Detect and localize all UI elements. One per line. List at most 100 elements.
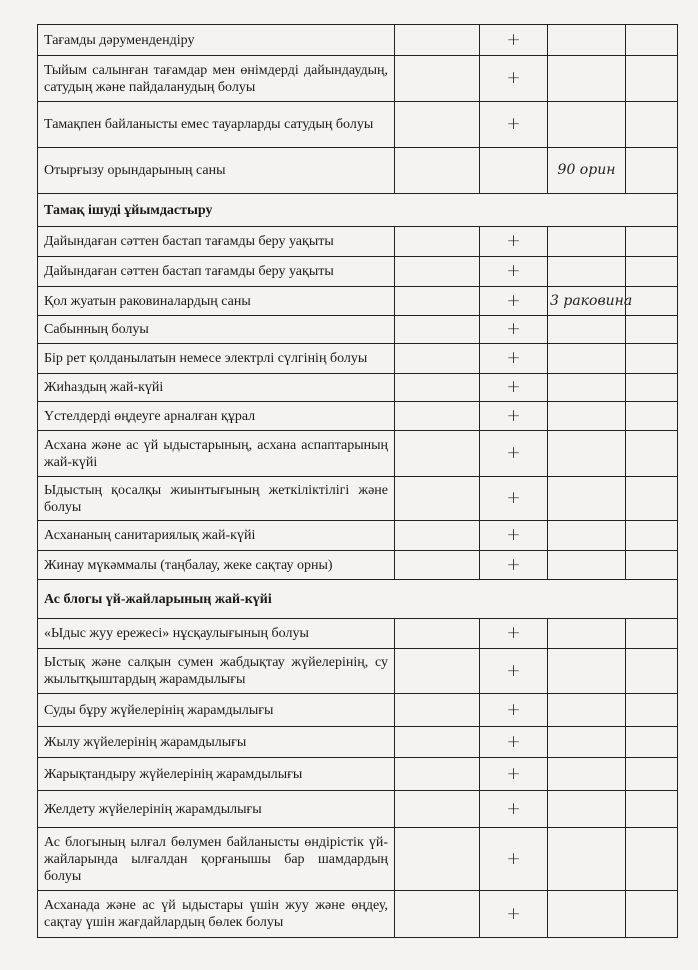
- criterion-text: Асхана және ас үй ыдыстарының, асхана ас…: [37, 430, 395, 477]
- blank-cell: [625, 256, 678, 287]
- table-row: Дайындаған сәттен бастап тағамды беру уа…: [37, 256, 678, 287]
- blank-cell: [625, 693, 678, 727]
- criterion-text: Суды бұру жүйелерінің жарамдылығы: [37, 693, 395, 727]
- criterion-text: Асханада және ас үй ыдыстары үшін жуу жә…: [37, 890, 395, 938]
- table-row: Асханада және ас үй ыдыстары үшін жуу жә…: [37, 890, 678, 938]
- blank-cell: [394, 55, 480, 102]
- blank-cell: [394, 101, 480, 148]
- criterion-text: Отырғызу орындарының саны: [37, 147, 395, 194]
- table-row: Үстелдерді өңдеуге арналған құрал +: [37, 401, 678, 431]
- check-mark: +: [479, 726, 548, 758]
- criterion-text: Сабынның болуы: [37, 315, 395, 344]
- criterion-text: «Ыдыс жуу ережесі» нұсқаулығының болуы: [37, 618, 395, 649]
- table-row: Дайындаған сәттен бастап тағамды беру уа…: [37, 226, 678, 257]
- check-mark: +: [479, 101, 548, 148]
- blank-cell: [394, 790, 480, 828]
- criterion-text: Жарықтандыру жүйелерінің жарамдылығы: [37, 757, 395, 791]
- blank-cell: [394, 315, 480, 344]
- blank-cell: [625, 55, 678, 102]
- handwritten-note: [547, 726, 626, 758]
- blank-cell: [625, 827, 678, 891]
- blank-cell: [394, 256, 480, 287]
- handwritten-note: [547, 693, 626, 727]
- inspection-checklist-table: Тағамды дәрумендендіру + Тыйым салынған та…: [37, 24, 678, 938]
- check-mark: +: [479, 256, 548, 287]
- handwritten-note: [547, 343, 626, 374]
- table-row: Суды бұру жүйелерінің жарамдылығы +: [37, 693, 678, 727]
- blank-cell: [625, 757, 678, 791]
- blank-cell: [625, 147, 678, 194]
- table-row: Желдету жүйелерінің жарамдылығы +: [37, 790, 678, 828]
- criterion-text: Үстелдерді өңдеуге арналған құрал: [37, 401, 395, 431]
- table-row: «Ыдыс жуу ережесі» нұсқаулығының болуы +: [37, 618, 678, 649]
- table-row: Ас блогының ылғал бөлумен байланысты өнд…: [37, 827, 678, 891]
- table-row: Жылу жүйелерінің жарамдылығы +: [37, 726, 678, 758]
- blank-cell: [394, 373, 480, 402]
- check-mark: +: [479, 401, 548, 431]
- check-mark: +: [479, 226, 548, 257]
- check-mark: +: [479, 618, 548, 649]
- criterion-text: Тағамды дәрумендендіру: [37, 24, 395, 56]
- handwritten-note: [547, 256, 626, 287]
- blank-cell: [394, 147, 480, 194]
- blank-cell: [394, 401, 480, 431]
- blank-cell: [394, 520, 480, 551]
- blank-cell: [394, 693, 480, 727]
- section-title: Тамақ ішуді ұйымдастыру: [37, 193, 678, 227]
- check-mark: +: [479, 315, 548, 344]
- handwritten-note: [547, 401, 626, 431]
- criterion-text: Желдету жүйелерінің жарамдылығы: [37, 790, 395, 828]
- blank-cell: [625, 890, 678, 938]
- handwritten-note: [547, 618, 626, 649]
- blank-cell: [625, 101, 678, 148]
- table-row: Тағамды дәрумендендіру +: [37, 24, 678, 56]
- criterion-text: Жылу жүйелерінің жарамдылығы: [37, 726, 395, 758]
- check-mark: [479, 147, 548, 194]
- blank-cell: [394, 890, 480, 938]
- handwritten-note: [547, 55, 626, 102]
- table-row: Ыдыстың қосалқы жиынтығының жеткіліктілі…: [37, 476, 678, 521]
- blank-cell: [625, 618, 678, 649]
- section-header-row: Тамақ ішуді ұйымдастыру: [37, 193, 678, 227]
- check-mark: +: [479, 520, 548, 551]
- blank-cell: [625, 648, 678, 694]
- check-mark: +: [479, 890, 548, 938]
- handwritten-note: [547, 757, 626, 791]
- blank-cell: [394, 226, 480, 257]
- check-mark: +: [479, 827, 548, 891]
- blank-cell: [394, 430, 480, 477]
- table-row: Асхананың санитариялық жай-күйі +: [37, 520, 678, 551]
- check-mark: +: [479, 648, 548, 694]
- blank-cell: [625, 726, 678, 758]
- blank-cell: [394, 286, 480, 316]
- criterion-text: Жиһаздың жай-күйі: [37, 373, 395, 402]
- handwritten-note: [547, 315, 626, 344]
- table-row: Жарықтандыру жүйелерінің жарамдылығы +: [37, 757, 678, 791]
- criterion-text: Тыйым салынған тағамдар мен өнімдерді да…: [37, 55, 395, 102]
- check-mark: +: [479, 757, 548, 791]
- blank-cell: [394, 550, 480, 580]
- table-row: Ыстық және салқын сумен жабдықтау жүйеле…: [37, 648, 678, 694]
- handwritten-note: 3 раковина: [547, 286, 632, 316]
- table-row: Тыйым салынған тағамдар мен өнімдерді да…: [37, 55, 678, 102]
- check-mark: +: [479, 24, 548, 56]
- blank-cell: [394, 24, 480, 56]
- table-row: Қол жуатын раковиналардың саны +3 раковин…: [37, 286, 678, 316]
- handwritten-note: [547, 550, 626, 580]
- blank-cell: [625, 315, 678, 344]
- blank-cell: [394, 648, 480, 694]
- check-mark: +: [479, 693, 548, 727]
- handwritten-note: [547, 24, 626, 56]
- blank-cell: [625, 430, 678, 477]
- check-mark: +: [479, 550, 548, 580]
- criterion-text: Қол жуатын раковиналардың саны: [37, 286, 395, 316]
- blank-cell: [394, 726, 480, 758]
- blank-cell: [625, 790, 678, 828]
- check-mark: +: [479, 476, 548, 521]
- handwritten-note: [547, 430, 626, 477]
- table-row: Жиһаздың жай-күйі +: [37, 373, 678, 402]
- blank-cell: [625, 373, 678, 402]
- table-row: Жинау мүкәммалы (таңбалау, жеке сақтау о…: [37, 550, 678, 580]
- criterion-text: Ас блогының ылғал бөлумен байланысты өнд…: [37, 827, 395, 891]
- criterion-text: Асхананың санитариялық жай-күйі: [37, 520, 395, 551]
